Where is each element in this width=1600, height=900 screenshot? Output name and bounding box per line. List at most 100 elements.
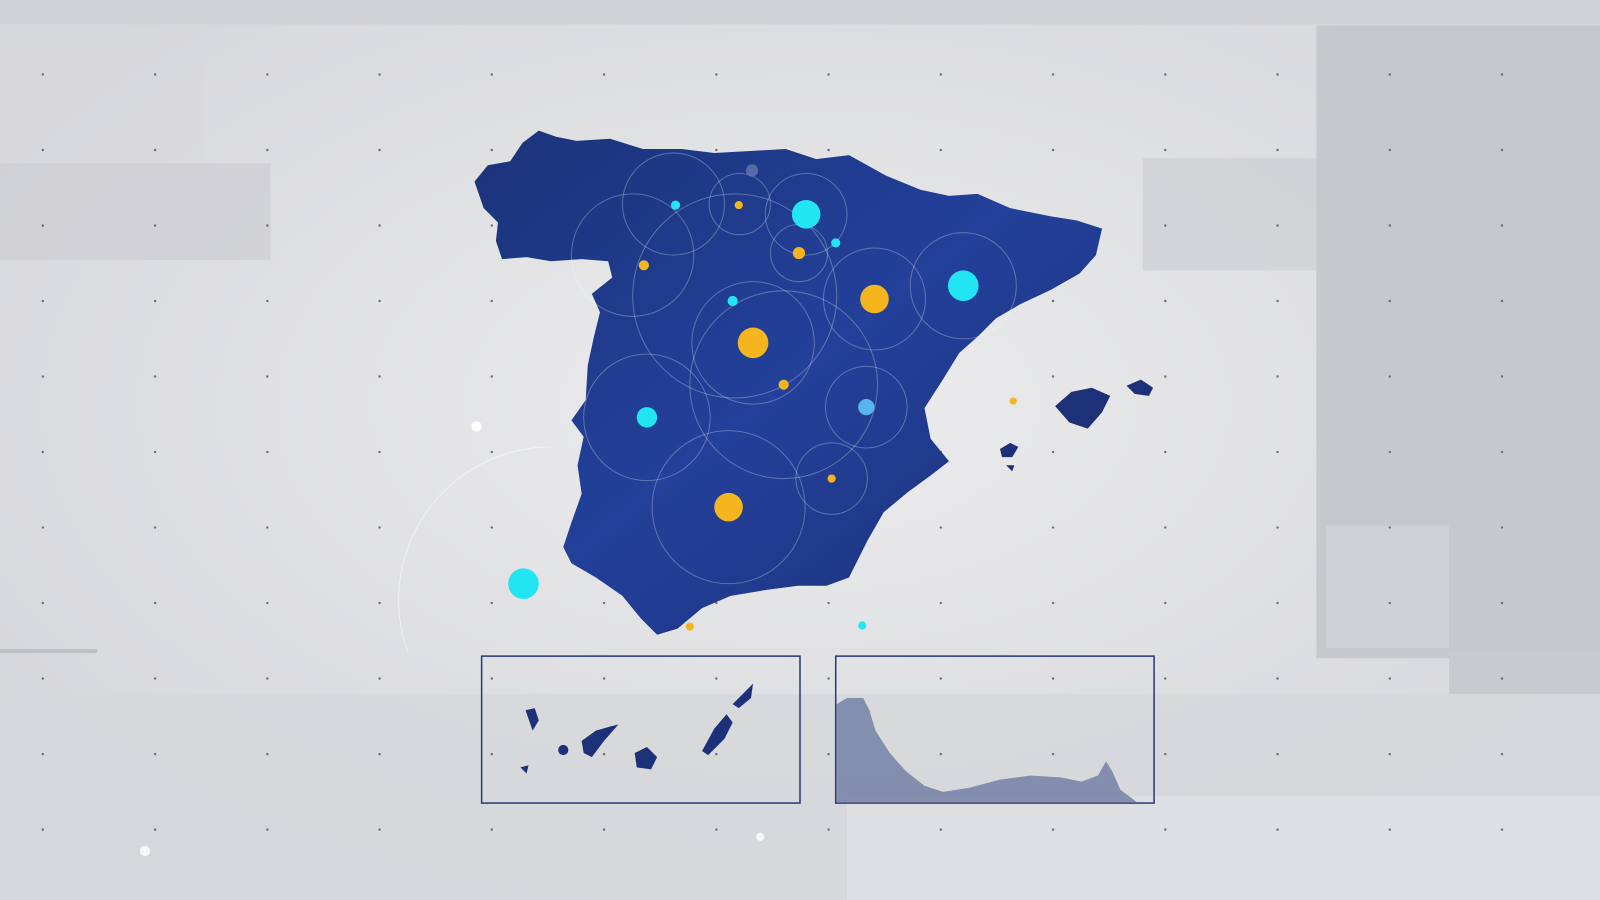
coverage-ring <box>795 442 868 515</box>
grid-dot <box>41 677 45 680</box>
grid-dot <box>266 450 269 454</box>
grid-dot <box>41 526 45 529</box>
coverage-ring <box>825 365 908 449</box>
grid-dot <box>602 601 606 605</box>
grid-dot <box>266 148 269 152</box>
grid-dot <box>1500 526 1504 529</box>
grid-dot <box>1051 601 1055 605</box>
grid-dot <box>266 828 269 831</box>
grid-dot <box>1276 299 1279 303</box>
grid-dot <box>378 299 381 303</box>
decor-arcs <box>139 421 765 857</box>
marker-yellow <box>778 379 789 390</box>
grid-dot <box>153 828 157 831</box>
grid-dot <box>827 752 830 756</box>
grid-dot <box>490 299 494 303</box>
grid-dot <box>1164 752 1167 756</box>
grid-dot <box>1051 375 1055 378</box>
grid-dot <box>1276 375 1279 378</box>
grid-dot <box>1164 450 1167 454</box>
grid-dot <box>1500 828 1504 831</box>
grid-dot <box>41 148 45 152</box>
grid-dot <box>266 677 269 680</box>
grid-dot <box>1388 224 1392 227</box>
grid-dot <box>266 224 269 227</box>
grid-dot <box>827 828 830 831</box>
grid-dot <box>1276 526 1279 529</box>
grid-dot <box>1500 450 1504 454</box>
grid-dot <box>490 752 494 756</box>
grid-dot <box>266 752 269 756</box>
grid-dot <box>1388 73 1392 76</box>
grid-dot <box>490 375 494 378</box>
grid-dot <box>41 299 45 303</box>
grid-dot <box>41 450 45 454</box>
grid-dot <box>1051 526 1055 529</box>
grid-dot <box>939 752 943 756</box>
marker-cyan <box>670 200 681 210</box>
marker-cyan <box>636 407 658 428</box>
grid-dot <box>490 828 494 831</box>
grid-dot <box>1051 677 1055 680</box>
grid-dot <box>1164 677 1167 680</box>
coverage-ring <box>621 152 725 256</box>
grid-dot <box>1500 148 1504 152</box>
station-markers <box>508 164 1017 631</box>
marker-yellow <box>792 246 806 260</box>
grid-dot <box>715 677 718 680</box>
grid-dot <box>1388 828 1392 831</box>
coverage-ring <box>632 193 838 399</box>
marker-cyan <box>508 568 539 599</box>
grid-dot <box>1500 752 1504 756</box>
marker-cyan <box>858 621 867 630</box>
coverage-ring <box>583 353 711 482</box>
coverage-ring <box>822 247 927 351</box>
grid-dot <box>827 73 830 76</box>
marker-cyan <box>947 270 979 302</box>
grid-dot <box>1164 224 1167 227</box>
grid-dot <box>602 73 606 76</box>
grid-dot <box>1164 601 1167 605</box>
grid-dot <box>1051 73 1055 76</box>
marker-yellow <box>685 622 694 631</box>
grid-dot <box>1276 677 1279 680</box>
marker-yellow <box>734 201 743 210</box>
grid-dot <box>490 450 494 454</box>
grid-dot <box>939 601 943 605</box>
grid-dot <box>266 73 269 76</box>
grid-dot <box>1051 752 1055 756</box>
marker-cyan <box>727 295 738 307</box>
grid-dot <box>1164 375 1167 378</box>
grid-dot <box>1051 828 1055 831</box>
grid-dot <box>1051 299 1055 303</box>
grid-dot <box>715 828 718 831</box>
marker-faded <box>745 164 759 177</box>
grid-dot <box>827 601 830 605</box>
grid-dot <box>378 375 381 378</box>
grid-dot <box>715 601 718 605</box>
grid-dot <box>41 375 45 378</box>
grid-dot <box>41 73 45 76</box>
grid-dot <box>490 73 494 76</box>
grid-dot <box>153 450 157 454</box>
grid-dot <box>1500 73 1504 76</box>
grid-dot <box>41 601 45 605</box>
grid-dot <box>153 526 157 529</box>
coverage-ring <box>570 193 695 317</box>
grid-dot <box>1388 677 1392 680</box>
grid-dot <box>41 224 45 227</box>
grid-dot <box>153 224 157 227</box>
grid-dot <box>1500 375 1504 378</box>
grid-dot <box>266 601 269 605</box>
grid-dot <box>378 526 381 529</box>
grid-dot <box>1276 450 1279 454</box>
grid-dot <box>1500 299 1504 303</box>
grid-dot <box>1388 752 1392 756</box>
grid-dot <box>1388 375 1392 378</box>
grid-dot <box>1388 526 1392 529</box>
grid-dot <box>1276 73 1279 76</box>
grid-dot <box>266 375 269 378</box>
coverage-ring <box>691 281 815 405</box>
grid-dot <box>1388 299 1392 303</box>
